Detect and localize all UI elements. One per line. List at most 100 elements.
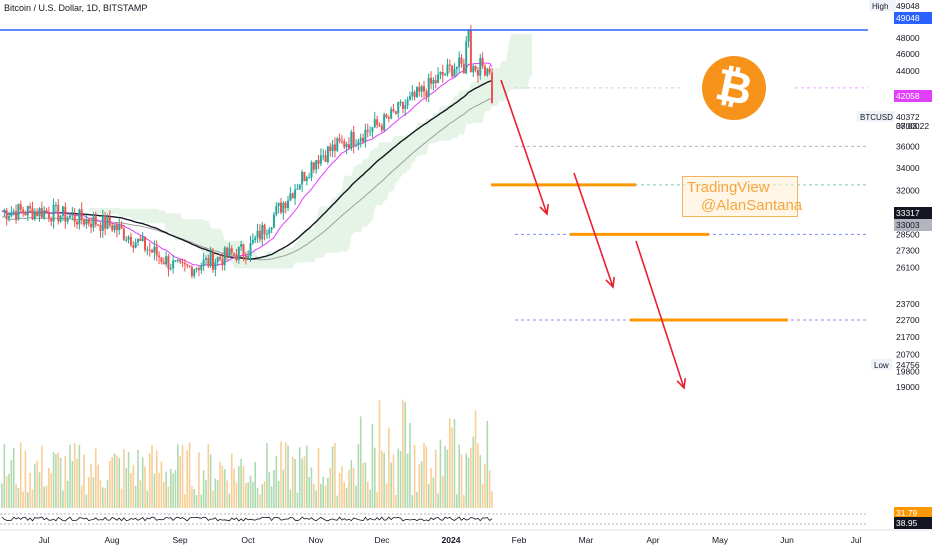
down-arrow-head [605,276,615,289]
candle-body [165,256,168,265]
volume-bar [423,443,425,508]
rsi-line [1,516,493,522]
candle-body [169,268,172,270]
volume-bar [186,450,189,508]
candle-body [467,29,470,42]
candle-body [19,204,22,210]
volume-bar [341,466,343,508]
candle-body [212,252,215,270]
price-tick-label: 19800 [896,366,920,376]
volume-bar [484,464,486,508]
candle-body [10,212,13,217]
volume-bar [432,477,435,508]
candle-body [261,224,264,240]
volume-bar [470,447,472,508]
price-badge-label: 49048 [896,13,920,23]
time-tick-label: Aug [104,535,119,545]
volume-bar [153,473,156,508]
candle-body [54,204,57,206]
volume-bar [64,455,67,508]
volume-bar [216,480,219,508]
candle-body [101,215,104,231]
volume-bar [329,467,332,508]
volume-bar [17,487,20,508]
candle-body [378,125,381,127]
candle-body [476,70,479,76]
candle-body [233,252,236,255]
volume-bar [486,420,489,508]
volume-bar [383,452,385,508]
time-tick-label: Nov [308,535,324,545]
volume-bar [427,483,430,508]
volume-bar [242,466,245,508]
volume-bar [369,489,371,508]
volume-bar [207,443,210,508]
volume-bar [287,445,289,508]
volume-bar [202,470,205,508]
volume-bar [334,442,336,508]
candle-body [333,144,336,151]
volume-bar [214,478,217,508]
candle-body [446,64,449,75]
candle-body [209,252,212,267]
chart-title: Bitcoin / U.S. Dollar, 1D, BITSTAMP [4,3,148,13]
price-badge [894,507,932,519]
volume-bar [181,444,184,508]
volume-bar [123,448,125,508]
volume-bar [179,455,181,508]
volume-bar [87,477,90,508]
candle-body [230,248,233,253]
candle-body [390,109,393,119]
candle-body [298,184,301,189]
volume-bar [62,490,64,508]
candle-body [326,146,329,162]
candle-body [289,193,292,201]
candle-body [97,224,100,226]
volume-bar [158,472,160,508]
volume-bar [291,456,294,508]
candle-body [139,238,142,241]
candle-body [144,236,147,251]
candle-body [336,138,339,151]
volume-bar [448,418,451,508]
volume-bar [184,494,186,508]
price-tick-label: 28500 [896,229,920,239]
volume-bar [411,495,414,508]
price-tick-label: 44000 [896,66,920,76]
candle-body [399,101,402,103]
volume-bar [261,484,264,508]
volume-bar [301,458,303,508]
volume-bar [282,469,285,508]
candle-body [155,246,158,256]
candle-body [24,212,27,216]
candle-body [33,211,36,220]
candle-body [172,260,175,269]
volume-bar [418,464,421,508]
volume-bar [259,494,261,508]
price-tag-box [857,111,895,122]
volume-bar [209,454,212,508]
volume-bar [73,442,76,508]
candle-body [256,230,259,238]
price-tick-label: 22700 [896,315,920,325]
volume-bar [348,469,350,508]
volume-bar [362,462,364,508]
volume-bar [336,495,339,508]
volume-bar [392,454,395,508]
candle-body [392,109,395,112]
volume-bar [474,410,477,508]
price-tick-label: 32000 [896,186,920,196]
down-arrow [635,240,685,389]
price-badge-label: 33003 [896,220,920,230]
candle-body [408,96,411,100]
bitcoin-icon: ₿ [702,56,766,120]
candle-body [303,171,306,182]
volume-bar [90,464,92,508]
candle-body [214,262,217,270]
price-badge [894,207,932,219]
volume-bar [366,481,369,508]
volume-bar [195,495,198,508]
volume-bar [104,488,106,508]
